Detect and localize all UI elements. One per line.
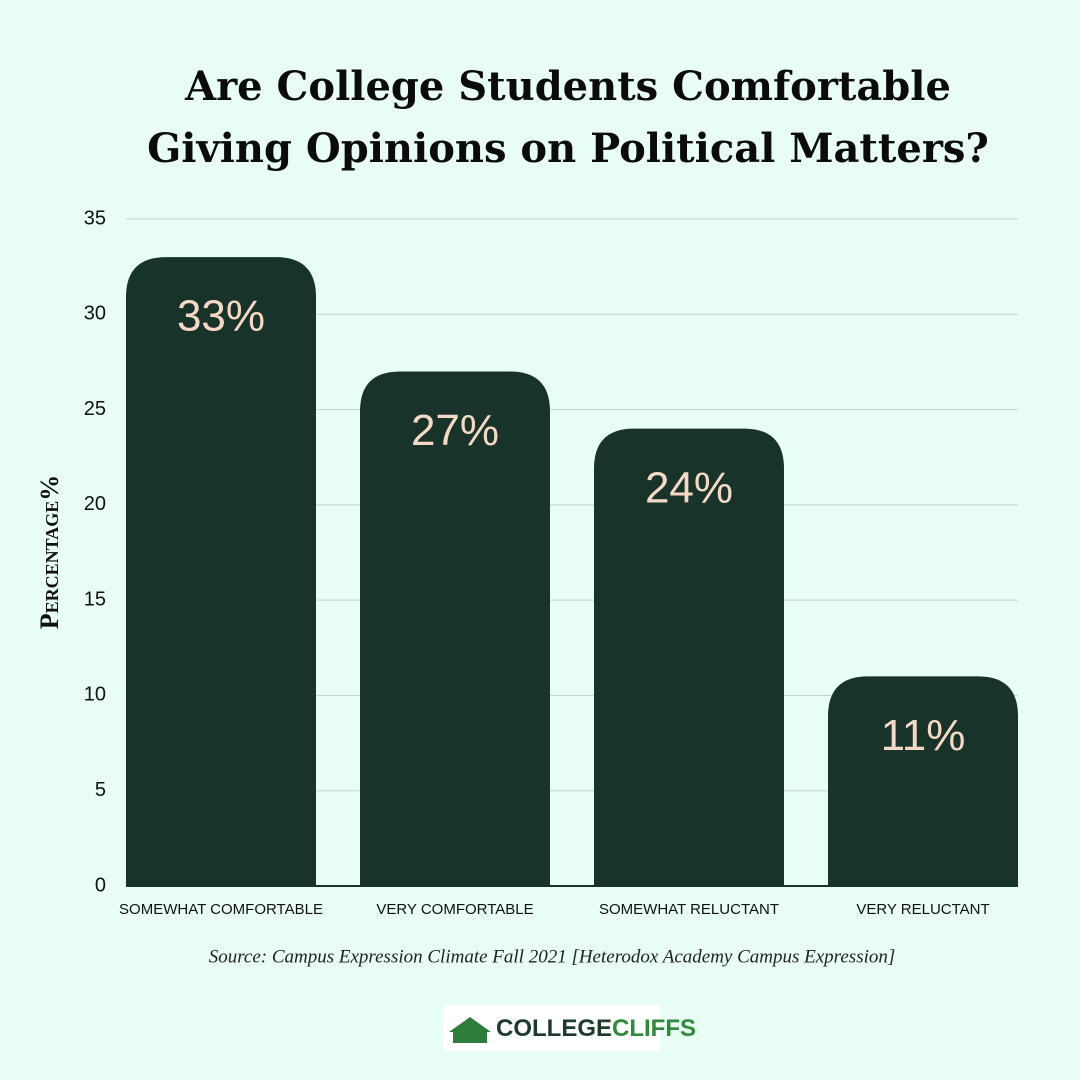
value-label: 24% (645, 463, 733, 512)
value-label: 11% (881, 711, 966, 760)
y-tick-label: 5 (95, 779, 106, 801)
y-tick-label: 20 (84, 493, 106, 515)
source: Source: Campus Expression Climate Fall 2… (209, 946, 896, 967)
chart-title: Are College Students Comfortable (184, 63, 951, 110)
x-tick-label: VERY COMFORTABLE (376, 901, 533, 918)
y-tick-label: 0 (95, 874, 106, 896)
x-tick-label: SOMEWHAT COMFORTABLE (119, 901, 323, 918)
bar (360, 371, 550, 886)
chart-title: Giving Opinions on Political Matters? (147, 125, 989, 172)
logo-part: COLLEGE (496, 1015, 612, 1042)
logo-icon (449, 1017, 491, 1043)
bar (126, 257, 316, 887)
y-tick-label: 30 (84, 303, 106, 325)
y-tick-label: 10 (84, 684, 106, 706)
x-tick-label: VERY RELUCTANT (856, 901, 989, 918)
y-tick-label: 15 (84, 588, 106, 610)
value-label: 33% (177, 292, 265, 341)
bar (828, 676, 1018, 886)
value-label: 27% (411, 406, 499, 455)
y-axis-label: Percentage% (35, 475, 64, 630)
logo-part: CLIFFS (612, 1015, 696, 1042)
y-tick-label: 35 (84, 207, 106, 229)
bar (594, 428, 784, 886)
logo-text: COLLEGECLIFFS (496, 1015, 696, 1042)
y-tick-label: 25 (84, 398, 106, 420)
x-tick-label: SOMEWHAT RELUCTANT (599, 901, 779, 918)
